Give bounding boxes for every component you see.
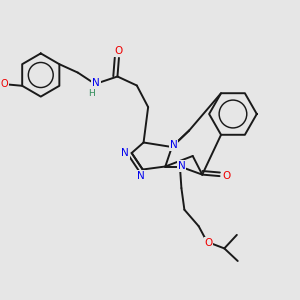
Text: O: O bbox=[115, 46, 123, 56]
Text: N: N bbox=[178, 161, 185, 171]
Text: O: O bbox=[1, 79, 8, 89]
Text: N: N bbox=[92, 78, 100, 88]
Text: N: N bbox=[121, 148, 129, 158]
Text: O: O bbox=[222, 171, 230, 181]
Text: N: N bbox=[137, 171, 145, 181]
Text: O: O bbox=[204, 238, 213, 248]
Text: H: H bbox=[88, 89, 95, 98]
Text: N: N bbox=[170, 140, 178, 151]
